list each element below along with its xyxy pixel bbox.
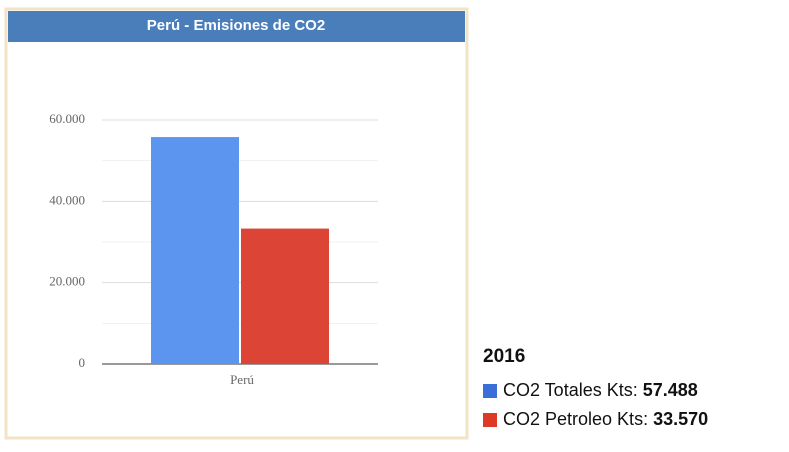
y-tick-label: 0 bbox=[79, 355, 86, 370]
bar bbox=[151, 137, 239, 364]
y-tick-label: 20.000 bbox=[49, 274, 85, 289]
bar bbox=[241, 228, 329, 364]
legend-value: 33.570 bbox=[653, 409, 708, 429]
legend-entry: CO2 Petroleo Kts: 33.570 bbox=[503, 409, 708, 429]
legend-year: 2016 bbox=[483, 346, 525, 367]
legend-name: CO2 Petroleo Kts: bbox=[503, 409, 648, 429]
title-bar bbox=[8, 11, 465, 42]
y-tick-label: 60.000 bbox=[49, 111, 85, 126]
legend-swatch bbox=[483, 413, 497, 427]
y-tick-label: 40.000 bbox=[49, 192, 85, 207]
legend-value: 57.488 bbox=[643, 380, 698, 400]
legend-name: CO2 Totales Kts: bbox=[503, 380, 638, 400]
legend-swatch bbox=[483, 384, 497, 398]
legend-entry: CO2 Totales Kts: 57.488 bbox=[503, 380, 698, 400]
chart-title: Perú - Emisiones de CO2 bbox=[147, 17, 325, 34]
x-tick-label: Perú bbox=[230, 372, 254, 387]
